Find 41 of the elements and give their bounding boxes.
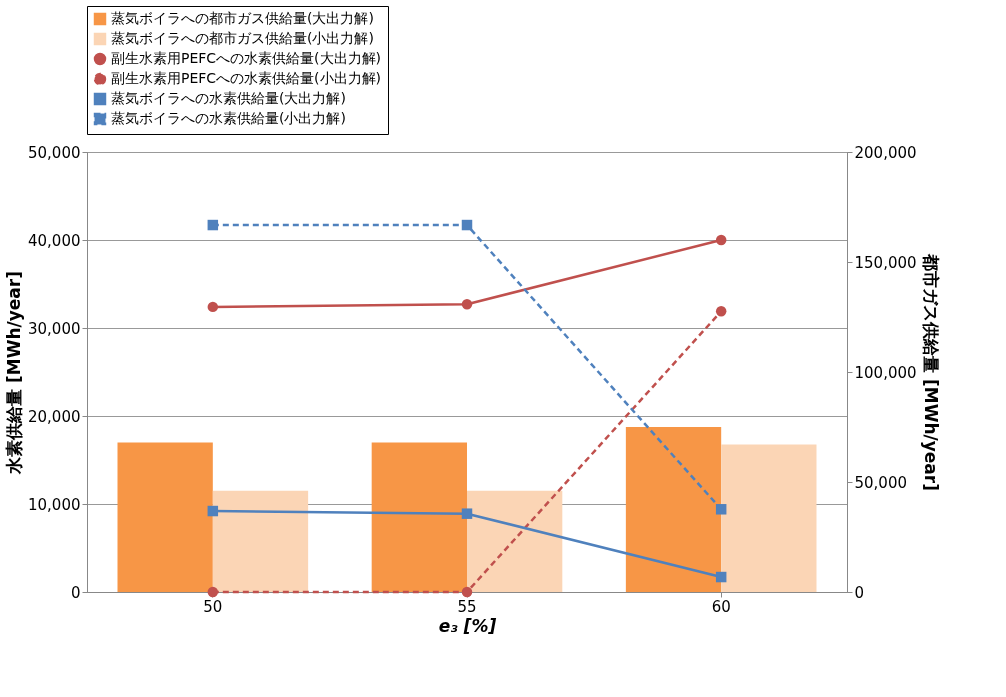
point xyxy=(207,505,219,517)
y-tick-label: 30,000 xyxy=(28,319,81,338)
y2-axis-title: 都市ガス供給量 [MWh/year] xyxy=(920,253,941,491)
y-tick-label: 50,000 xyxy=(28,143,81,162)
y-tick-label: 20,000 xyxy=(28,407,81,426)
bar xyxy=(371,442,467,592)
bar xyxy=(625,427,722,592)
x-tick-label: 55 xyxy=(457,597,477,616)
legend-label: 蒸気ボイラへの水素供給量(大出力解) xyxy=(111,90,346,106)
point xyxy=(207,301,219,313)
legend-label: 蒸気ボイラへの水素供給量(小出力解) xyxy=(111,110,346,126)
x-tick-label: 50 xyxy=(203,597,223,616)
y-axis-title: 水素供給量 [MWh/year] xyxy=(4,271,25,475)
legend-label: 蒸気ボイラへの都市ガス供給量(小出力解) xyxy=(111,30,374,46)
y2-tick-label: 50,000 xyxy=(854,473,907,492)
point xyxy=(461,586,473,598)
legend-label: 副生水素用PEFCへの水素供給量(小出力解) xyxy=(111,70,382,86)
bar xyxy=(212,490,309,592)
y2-tick-label: 100,000 xyxy=(854,363,917,382)
point xyxy=(715,234,727,246)
x-axis-title: e₃ [%] xyxy=(438,615,497,636)
point xyxy=(715,504,727,515)
point xyxy=(715,306,727,317)
point xyxy=(207,219,219,231)
point xyxy=(207,586,219,598)
y2-tick-label: 150,000 xyxy=(854,253,917,272)
point xyxy=(461,299,473,310)
y2-tick-label: 200,000 xyxy=(854,143,917,162)
y2-tick-label: 0 xyxy=(854,583,865,602)
bar xyxy=(117,442,213,592)
y-tick-label: 0 xyxy=(70,583,81,602)
y-tick-label: 40,000 xyxy=(28,231,81,250)
bar xyxy=(721,444,817,592)
y-tick-label: 10,000 xyxy=(28,495,81,514)
point xyxy=(461,508,473,519)
bar xyxy=(467,490,563,592)
legend-label: 蒸気ボイラへの都市ガス供給量(大出力解) xyxy=(111,10,374,26)
point xyxy=(715,571,727,583)
point xyxy=(461,219,473,231)
legend-label: 副生水素用PEFCへの水素供給量(大出力解) xyxy=(111,50,382,66)
x-tick-label: 60 xyxy=(711,597,731,616)
